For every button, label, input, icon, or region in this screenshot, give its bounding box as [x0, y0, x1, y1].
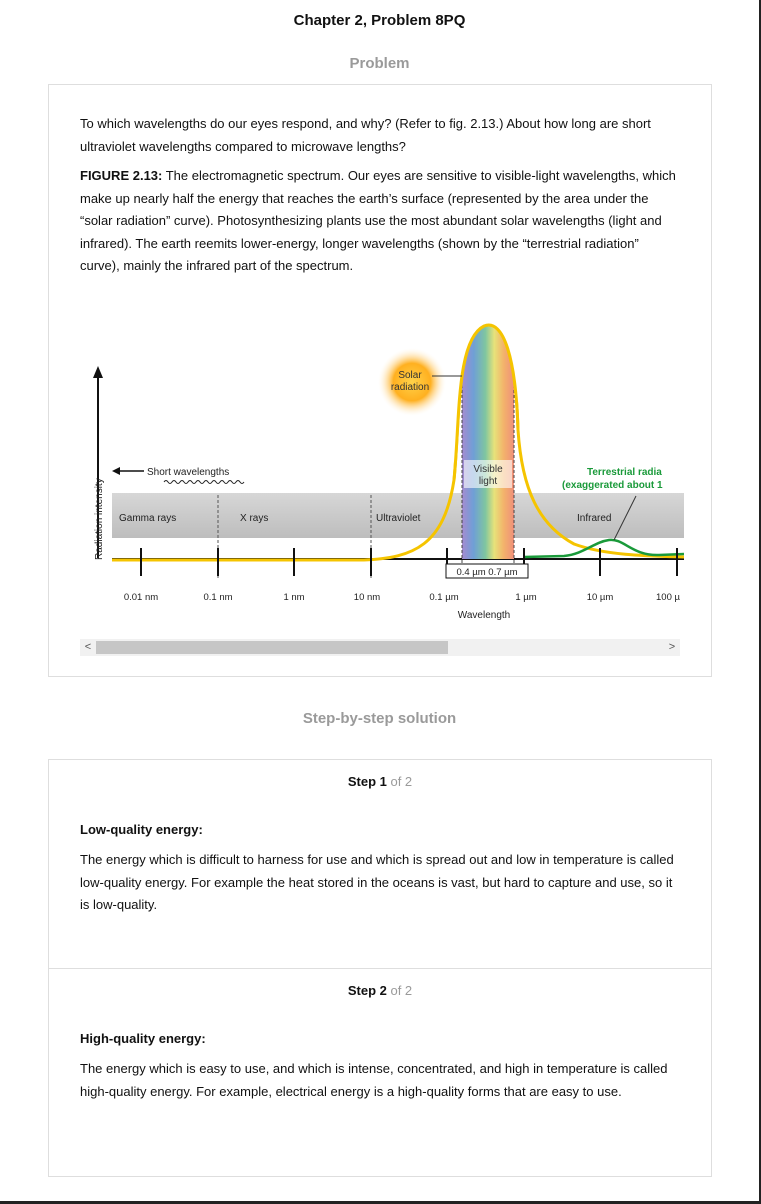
tick-label-3: 10 nm	[354, 592, 380, 603]
terrestrial-radiation-curve	[523, 538, 684, 559]
terrestrial-pointer	[613, 495, 637, 541]
step-1-section: Step 1 of 2 Low-quality energy: The ener…	[49, 760, 711, 968]
page-frame-right	[759, 0, 761, 1204]
problem-card: To which wavelengths do our eyes respond…	[48, 84, 712, 677]
tick-label-1: 0.1 nm	[203, 592, 232, 603]
step-2-header: Step 2 of 2	[49, 983, 711, 998]
step-2-title: Step 2	[347, 983, 387, 998]
spectrum-figure: Radiation intensity Solar radiation	[84, 320, 684, 620]
solution-card: Step 1 of 2 Low-quality energy: The ener…	[48, 759, 712, 1177]
tick-label-4: 0.1 µm	[429, 592, 458, 603]
terrestrial-label-line1: Terrestrial radia	[587, 467, 662, 478]
step-1-heading: Low-quality energy:	[80, 822, 203, 837]
band-label-infrared: Infrared	[577, 513, 611, 524]
step-1-body: The energy which is difficult to harness…	[80, 852, 674, 912]
y-axis-arrowhead	[93, 366, 103, 378]
page-frame-bottom	[0, 1201, 761, 1204]
solar-label-line2: radiation	[391, 382, 429, 393]
step-2-section: Step 2 of 2 High-quality energy: The ene…	[49, 968, 711, 1176]
sun-icon	[378, 348, 446, 416]
solar-label-line1: Solar	[398, 370, 422, 381]
band-label-xray: X rays	[240, 513, 268, 524]
band-label-ultraviolet: Ultraviolet	[376, 513, 421, 524]
scroll-left-icon[interactable]: <	[84, 641, 92, 653]
visible-label-box	[464, 460, 512, 488]
figure-caption: FIGURE 2.13: The electromagnetic spectru…	[80, 165, 680, 278]
tick-label-2: 1 nm	[283, 592, 304, 603]
visible-light-band	[462, 324, 514, 559]
step-2-body: The energy which is easy to use, and whi…	[80, 1061, 668, 1099]
visible-label-line1: Visible	[473, 464, 503, 475]
spectrum-diagram: Radiation intensity Solar radiation	[93, 320, 684, 620]
scroll-right-icon[interactable]: >	[668, 641, 676, 653]
page-title: Chapter 2, Problem 8PQ	[293, 12, 466, 29]
problem-question: To which wavelengths do our eyes respond…	[80, 116, 651, 154]
tick-label-5: 1 µm	[515, 592, 536, 603]
figure-caption-text: The electromagnetic spectrum. Our eyes a…	[80, 168, 676, 273]
visible-range-box	[445, 563, 529, 579]
step-2-heading: High-quality energy:	[80, 1031, 206, 1046]
band-label-gamma: Gamma rays	[119, 513, 176, 524]
terrestrial-label-line2: (exaggerated about 1	[562, 480, 663, 491]
visible-range-label: 0.4 µm 0.7 µm	[456, 567, 517, 578]
tick-label-0: 0.01 nm	[124, 592, 158, 603]
wave-squiggle-icon	[163, 480, 245, 484]
figure-horizontal-scrollbar[interactable]: < >	[80, 639, 680, 656]
step-1-title: Step 1	[347, 774, 387, 789]
step-2-total: of 2	[386, 983, 413, 998]
step-1-total: of 2	[386, 774, 413, 789]
visible-mask	[454, 320, 518, 480]
y-axis-label: Radiation intensity	[94, 478, 105, 560]
solution-section-label: Step-by-step solution	[302, 710, 457, 727]
short-wavelength-arrowhead	[112, 467, 120, 475]
problem-section-label: Problem	[349, 55, 410, 72]
scrollbar-thumb[interactable]	[96, 641, 448, 654]
x-axis-label: Wavelength	[458, 610, 510, 620]
tick-label-7: 100 µ	[656, 592, 680, 603]
short-wavelengths-label: Short wavelengths	[147, 467, 229, 478]
tick-label-6: 10 µm	[587, 592, 614, 603]
solar-radiation-peak	[452, 323, 520, 481]
visible-label-line2: light	[479, 476, 498, 487]
figure-caption-label: FIGURE 2.13:	[80, 168, 163, 183]
step-1-header: Step 1 of 2	[49, 774, 711, 789]
spectrum-band-bar	[112, 493, 684, 538]
